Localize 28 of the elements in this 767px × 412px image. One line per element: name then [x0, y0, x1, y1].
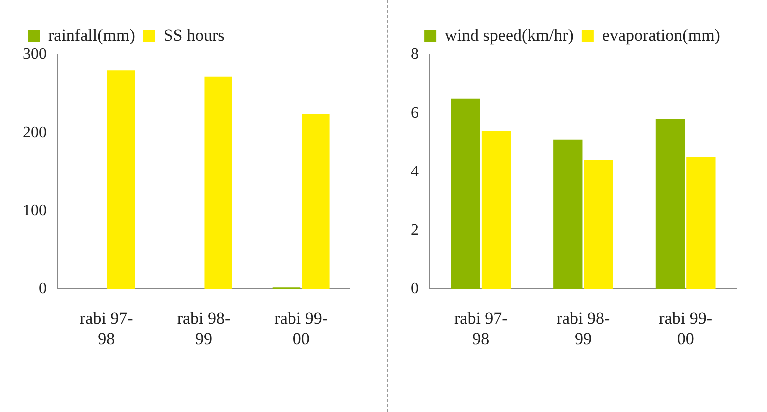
x-tick-label: rabi 98-99 — [556, 308, 611, 348]
x-tick-label: rabi 98-99 — [177, 308, 232, 348]
y-tick-label: 4 — [411, 163, 419, 180]
y-tick-label: 2 — [411, 222, 419, 239]
y-tick-label: 0 — [39, 280, 47, 298]
legend-label: SS hours — [164, 26, 225, 45]
bar — [302, 114, 330, 290]
bar — [656, 119, 686, 290]
x-tick-label: rabi 97-98 — [454, 308, 508, 348]
bar — [686, 157, 716, 290]
x-tick-label: rabi 99-00 — [274, 308, 328, 348]
y-tick-label: 0 — [411, 280, 419, 298]
bar — [204, 76, 232, 290]
y-tick-label: 300 — [23, 46, 47, 64]
legend-label: rainfall(mm) — [48, 26, 136, 45]
bar — [554, 140, 583, 290]
x-tick-label: rabi 99-00 — [659, 308, 713, 348]
y-tick-label: 100 — [23, 202, 47, 220]
bar — [584, 160, 614, 290]
y-tick-label: 8 — [411, 46, 419, 64]
y-tick-label: 200 — [23, 124, 47, 142]
legend-label: wind speed(km/hr) — [445, 26, 574, 45]
bar — [451, 98, 480, 290]
y-tick-label: 6 — [411, 104, 419, 122]
bar — [107, 70, 136, 290]
x-tick-label: rabi 97-98 — [80, 308, 134, 348]
legend-label: evaporation(mm) — [602, 26, 720, 45]
bar — [482, 131, 512, 290]
